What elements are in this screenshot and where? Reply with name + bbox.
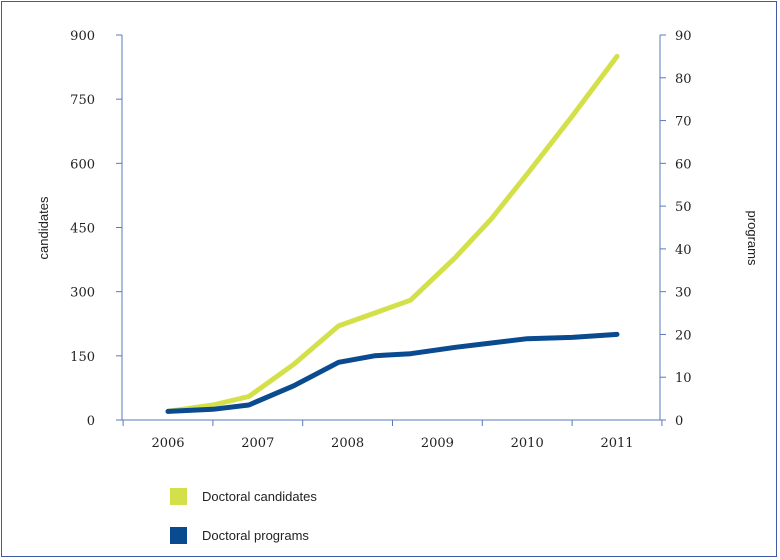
series-line-doctoral-programs — [165, 331, 620, 414]
legend: Doctoral candidates Doctoral programs — [170, 488, 317, 544]
y-right-tick-label: 60 — [675, 157, 692, 172]
y-left-tick-label: 750 — [70, 93, 95, 108]
y-right-axis-title: programs — [745, 211, 760, 266]
series-line-doctoral-candidates — [165, 53, 620, 414]
y-left-axis-title: candidates — [36, 196, 51, 259]
x-tick-label: 2009 — [421, 436, 454, 451]
axes — [121, 35, 661, 421]
y-left-ticks: 0 150 300 450 600 750 900 — [70, 29, 122, 429]
y-left-tick-label: 150 — [70, 350, 95, 365]
y-right-tick-label: 10 — [675, 371, 692, 386]
y-right-tick-label: 90 — [675, 29, 692, 44]
x-tick-label: 2011 — [600, 436, 633, 451]
y-right-tick-label: 20 — [675, 328, 692, 343]
x-tick-label: 2007 — [241, 436, 274, 451]
y-right-tick-label: 0 — [675, 414, 683, 429]
legend-label-programs: Doctoral programs — [202, 528, 309, 543]
y-right-tick-label: 40 — [675, 243, 692, 258]
legend-swatch-candidates — [170, 488, 187, 505]
y-right-ticks: 0 10 20 30 40 50 60 70 80 90 — [660, 29, 692, 429]
y-left-tick-label: 450 — [70, 222, 95, 237]
y-right-tick-label: 30 — [675, 286, 692, 301]
y-right-tick-label: 70 — [675, 115, 692, 130]
y-right-tick-label: 50 — [675, 200, 692, 215]
x-ticks: 2006 2007 2008 2009 2010 2011 — [122, 420, 663, 451]
legend-label-candidates: Doctoral candidates — [202, 489, 317, 504]
y-right-tick-label: 80 — [675, 72, 692, 87]
y-left-tick-label: 300 — [70, 286, 95, 301]
x-tick-label: 2010 — [511, 436, 544, 451]
y-left-tick-label: 0 — [87, 414, 95, 429]
legend-swatch-programs — [170, 527, 187, 544]
y-left-tick-label: 600 — [70, 157, 95, 172]
series-lines — [165, 53, 620, 414]
x-tick-label: 2008 — [331, 436, 364, 451]
y-left-tick-label: 900 — [70, 29, 95, 44]
x-tick-label: 2006 — [151, 436, 184, 451]
